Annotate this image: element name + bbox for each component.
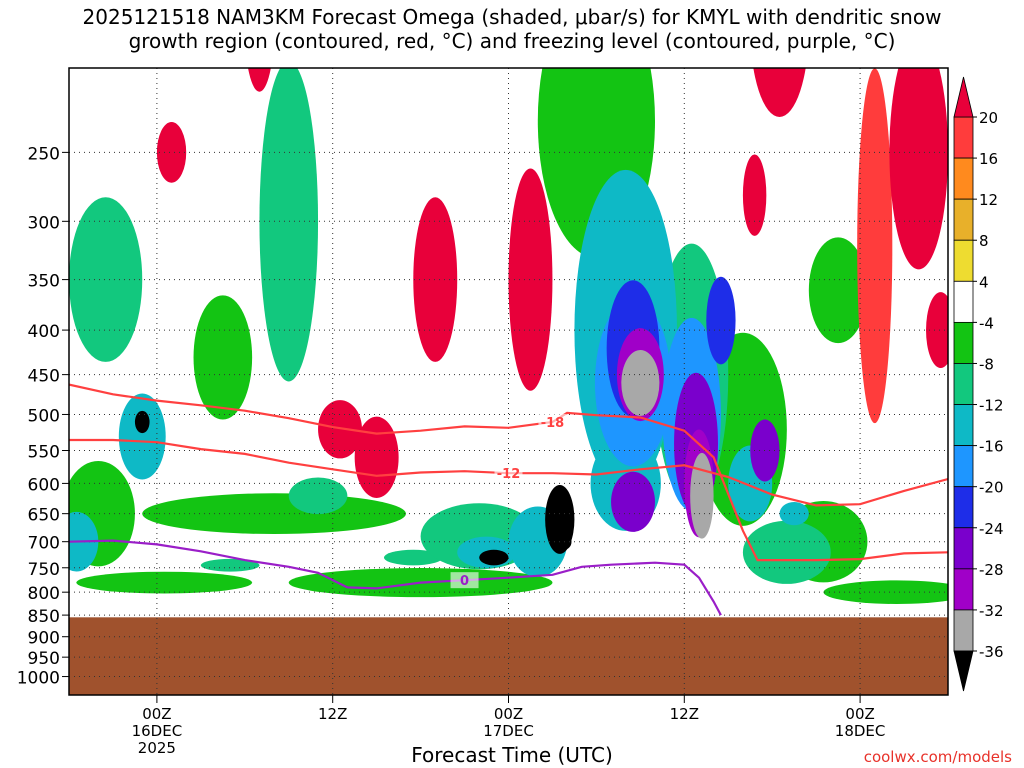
y-tick-label-800: 800 xyxy=(28,584,60,604)
terrain-ground xyxy=(69,617,948,695)
x-tick-label-24-1: 17DEC xyxy=(483,722,534,740)
x-tick-label-0-1: 16DEC xyxy=(132,722,183,740)
omega-blob-37 xyxy=(508,168,553,391)
omega-blob-30 xyxy=(857,68,893,424)
colorbar-box-12 xyxy=(953,609,974,652)
omega-blob-34 xyxy=(926,292,948,369)
y-tick-label-1000: 1000 xyxy=(17,669,60,689)
y-tick-label-850: 850 xyxy=(28,607,60,627)
omega-blob-11 xyxy=(259,68,319,382)
omega-blob-14 xyxy=(383,549,443,566)
x-tick-label-48-1: 18DEC xyxy=(835,722,886,740)
colorbar-label-2: 12 xyxy=(979,191,998,209)
colorbar-label-12: -32 xyxy=(979,602,1004,620)
colorbar-label-7: -12 xyxy=(979,397,1004,415)
x-axis-label: Forecast Time (UTC) xyxy=(411,743,613,767)
contour-label-2: 0 xyxy=(460,574,469,589)
contour-line-2 xyxy=(69,539,722,616)
omega-blob-1 xyxy=(76,571,253,594)
colorbar-box-10 xyxy=(953,527,974,570)
colorbar-box-9 xyxy=(953,486,974,529)
colorbar: 20 16 12 8 4 -4 -8 -12 -16 -20 -24 -28 -32 -36 xyxy=(953,76,1004,692)
omega-blob-39 xyxy=(156,122,187,183)
x-tick-label-0-0: 00Z xyxy=(142,705,171,723)
y-tick-label-350: 350 xyxy=(28,272,60,292)
y-tick-label-600: 600 xyxy=(28,475,60,495)
chart-title-line-2: growth region (contoured, red, °C) and f… xyxy=(128,29,896,53)
colorbar-label-5: -4 xyxy=(979,314,994,332)
colorbar-box-0 xyxy=(953,116,974,159)
x-tick-label-24-0: 00Z xyxy=(494,705,523,723)
omega-blob-35 xyxy=(354,416,399,498)
colorbar-label-9: -20 xyxy=(979,479,1004,497)
omega-blob-43 xyxy=(611,471,656,532)
omega-blob-33 xyxy=(889,68,948,270)
colorbar-box-8 xyxy=(953,445,974,488)
colorbar-label-10: -24 xyxy=(979,520,1004,538)
colorbar-box-4 xyxy=(953,280,974,323)
y-tick-label-250: 250 xyxy=(28,144,60,164)
colorbar-box-3 xyxy=(953,239,974,282)
y-tick-label-550: 550 xyxy=(28,443,60,463)
colorbar-label-3: 8 xyxy=(979,232,989,250)
colorbar-label-1: 16 xyxy=(979,150,998,168)
omega-blob-10 xyxy=(69,197,143,362)
omega-shaded-field xyxy=(69,68,948,695)
x-tick-label-48-0: 00Z xyxy=(845,705,874,723)
colorbar-label-0: 20 xyxy=(979,109,998,127)
omega-blob-36 xyxy=(413,197,458,362)
colorbar-box-2 xyxy=(953,198,974,241)
y-tick-label-650: 650 xyxy=(28,506,60,526)
omega-blob-51 xyxy=(134,410,150,434)
y-tick-label-450: 450 xyxy=(28,367,60,387)
colorbar-bottom-arrow xyxy=(953,650,974,692)
omega-blob-49 xyxy=(690,452,714,539)
colorbar-label-8: -16 xyxy=(979,438,1004,456)
colorbar-box-7 xyxy=(953,404,974,447)
x-tick-label-0-2: 2025 xyxy=(138,739,176,757)
contour-label-1: -18 xyxy=(541,416,565,431)
omega-blob-38 xyxy=(248,68,271,92)
colorbar-label-11: -28 xyxy=(979,561,1004,579)
y-tick-label-950: 950 xyxy=(28,649,60,669)
colorbar-box-6 xyxy=(953,363,974,405)
contour-label-0: -12 xyxy=(497,467,521,482)
y-tick-label-750: 750 xyxy=(28,560,60,580)
y-tick-label-500: 500 xyxy=(28,406,60,426)
colorbar-box-11 xyxy=(953,568,974,611)
x-tick-label-12-0: 12Z xyxy=(318,705,347,723)
omega-blob-20 xyxy=(118,393,166,480)
contour-label-bg-1 xyxy=(538,413,567,430)
omega-blob-41 xyxy=(742,154,767,236)
colorbar-box-1 xyxy=(953,157,974,200)
omega-blob-40 xyxy=(753,68,806,117)
contour-label-bg-0 xyxy=(494,465,523,482)
chart-title-line-1: 2025121518 NAM3KM Forecast Omega (shaded… xyxy=(82,5,942,29)
y-tick-label-300: 300 xyxy=(28,213,60,233)
credit-text: coolwx.com/models xyxy=(863,748,1012,766)
y-tick-label-900: 900 xyxy=(28,629,60,649)
omega-blob-9 xyxy=(823,580,948,604)
omega-blob-32 xyxy=(706,276,736,365)
y-axis: 2503003504004505005506006507007508008509… xyxy=(17,144,69,689)
omega-blob-8 xyxy=(808,237,868,344)
y-tick-label-400: 400 xyxy=(28,322,60,342)
omega-blob-13 xyxy=(288,477,348,515)
y-tick-label-700: 700 xyxy=(28,534,60,554)
omega-blob-2 xyxy=(193,295,253,420)
colorbar-label-4: 4 xyxy=(979,273,989,291)
colorbar-label-6: -8 xyxy=(979,355,994,373)
omega-blob-17 xyxy=(742,520,831,584)
contour-label-bg-2 xyxy=(450,572,479,589)
omega-blob-52 xyxy=(479,549,509,566)
omega-blob-12 xyxy=(200,558,260,572)
omega-blob-48 xyxy=(621,349,660,416)
colorbar-label-13: -36 xyxy=(979,643,1004,661)
colorbar-box-5 xyxy=(953,321,974,364)
x-tick-label-36-0: 12Z xyxy=(670,705,699,723)
colorbar-top-arrow xyxy=(953,76,974,118)
contour-lines: -12 -18 0 xyxy=(69,383,948,616)
